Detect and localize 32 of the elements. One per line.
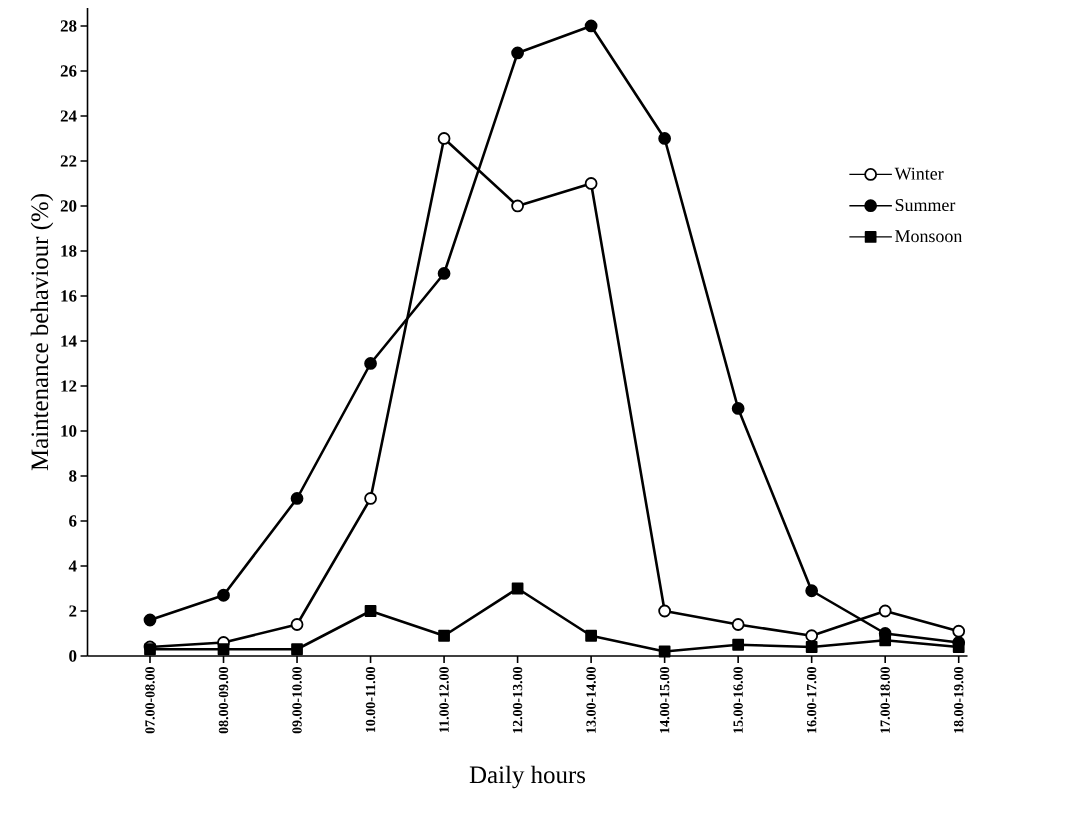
legend-label: Winter bbox=[894, 167, 944, 180]
y-tick-label: 12 bbox=[61, 380, 77, 392]
legend-label: Summer bbox=[895, 199, 956, 212]
y-tick-label: 0 bbox=[69, 650, 77, 662]
y-tick-label: 10 bbox=[61, 425, 77, 437]
y-tick-label: 26 bbox=[60, 65, 77, 77]
y-tick-label: 4 bbox=[68, 560, 77, 572]
y-tick-label: 28 bbox=[60, 20, 77, 32]
x-axis-title: Daily hours bbox=[469, 765, 586, 789]
x-tick-label: 17.00-18.00 bbox=[880, 667, 890, 733]
y-tick-label: 16 bbox=[61, 290, 77, 302]
y-tick-label: 18 bbox=[61, 245, 77, 257]
x-tick-label: 12.00-13.00 bbox=[512, 667, 523, 733]
x-tick-label: 11.00-12.00 bbox=[439, 667, 449, 733]
x-tick-label: 07.00-08.00 bbox=[145, 667, 155, 734]
y-tick-label: 2 bbox=[69, 605, 77, 617]
x-tick-label: 14.00-15.00 bbox=[659, 667, 670, 733]
x-tick-label: 18.00-19.00 bbox=[953, 667, 964, 733]
y-tick-label: 22 bbox=[60, 155, 77, 167]
x-tick-label: 15.00-16.00 bbox=[733, 667, 743, 733]
y-tick-label: 24 bbox=[60, 110, 77, 122]
legend-label: Monsoon bbox=[895, 230, 963, 243]
x-tick-label: 08.00-09.00 bbox=[218, 667, 229, 734]
y-tick-label: 20 bbox=[60, 200, 77, 212]
x-tick-label: 09.00-10.00 bbox=[292, 667, 302, 734]
x-tick-label: 13.00-14.00 bbox=[586, 667, 596, 733]
y-tick-label: 6 bbox=[69, 515, 77, 527]
y-tick-label: 14 bbox=[61, 335, 77, 347]
x-tick-label: 10.00-11.00 bbox=[365, 667, 376, 733]
y-tick-label: 8 bbox=[69, 470, 77, 482]
x-tick-label: 16.00-17.00 bbox=[806, 667, 817, 733]
y-axis-title: Maintenance behaviour (%) bbox=[30, 194, 54, 471]
